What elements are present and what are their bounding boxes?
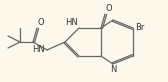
Text: HN: HN: [32, 46, 45, 55]
Text: N: N: [110, 65, 116, 74]
Text: O: O: [106, 4, 113, 13]
Text: HN: HN: [65, 18, 78, 27]
Text: Br: Br: [135, 24, 144, 32]
Text: O: O: [38, 18, 45, 27]
